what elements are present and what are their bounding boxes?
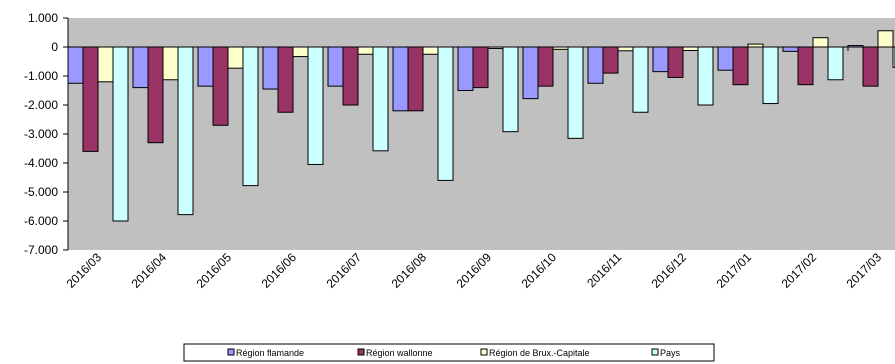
bar bbox=[292, 46, 309, 58]
bar bbox=[82, 46, 99, 152]
bar bbox=[632, 46, 649, 113]
y-axis-tick-label: 0 bbox=[51, 40, 58, 54]
y-axis-tick-labels: 1.000 0 -1.000 -2.000 -3.000 -4.000 -5.000 -6.0… bbox=[24, 11, 68, 257]
y-axis-tick-label: 1.000 bbox=[28, 11, 58, 25]
x-axis-tick-label: 2016/05 bbox=[194, 250, 235, 291]
bar bbox=[242, 46, 259, 187]
x-axis-tick-label: 2016/03 bbox=[64, 250, 105, 291]
bar bbox=[762, 46, 779, 105]
x-axis-tick-label: 2017/03 bbox=[844, 250, 885, 291]
bar bbox=[652, 46, 669, 73]
bar bbox=[537, 46, 554, 87]
bar bbox=[697, 46, 714, 106]
bar bbox=[112, 46, 129, 222]
bar bbox=[457, 46, 474, 91]
bar bbox=[342, 46, 359, 106]
bar bbox=[602, 46, 619, 74]
x-axis-tick-label: 2016/12 bbox=[649, 250, 690, 291]
bar bbox=[372, 46, 389, 152]
bar bbox=[327, 46, 344, 87]
legend-swatch bbox=[357, 348, 365, 356]
bar bbox=[862, 46, 879, 87]
bar bbox=[307, 46, 324, 165]
bar bbox=[277, 46, 294, 113]
y-axis-tick-label: -7.000 bbox=[24, 243, 58, 257]
bar bbox=[522, 46, 539, 100]
bar bbox=[502, 46, 519, 133]
y-axis-tick-label: -1.000 bbox=[24, 69, 58, 83]
plot-area bbox=[67, 18, 895, 250]
bar bbox=[132, 46, 149, 89]
bar bbox=[97, 46, 114, 83]
x-axis-tick-label: 2017/02 bbox=[779, 250, 820, 291]
legend: Région flamande Région wallonne Région de … bbox=[183, 343, 715, 362]
y-axis-tick-label: -4.000 bbox=[24, 156, 58, 170]
bar bbox=[782, 46, 799, 52]
bar bbox=[227, 46, 244, 69]
x-axis-tick-label: 2016/07 bbox=[324, 250, 365, 291]
y-axis-tick-label: -3.000 bbox=[24, 127, 58, 141]
bar bbox=[797, 46, 814, 86]
x-axis-tick-label: 2016/10 bbox=[519, 250, 560, 291]
bar bbox=[812, 37, 829, 48]
x-axis-tick-label: 2016/09 bbox=[454, 250, 495, 291]
legend-label: Région de Brux.-Capitale bbox=[489, 348, 590, 358]
bar bbox=[422, 46, 439, 55]
bar bbox=[147, 46, 164, 144]
bar bbox=[407, 46, 424, 112]
bar bbox=[162, 46, 179, 81]
bar bbox=[392, 46, 409, 112]
bar bbox=[667, 46, 684, 78]
bar bbox=[587, 46, 604, 84]
bar bbox=[827, 46, 844, 81]
y-axis-tick-label: -2.000 bbox=[24, 98, 58, 112]
bar bbox=[732, 46, 749, 86]
x-axis-tick-label: 2016/04 bbox=[129, 250, 170, 291]
y-axis-tick-label: -5.000 bbox=[24, 185, 58, 199]
bar bbox=[357, 46, 374, 55]
x-axis-tick-label: 2016/11 bbox=[584, 250, 624, 290]
bar bbox=[877, 30, 894, 48]
y-axis-tick-label: -6.000 bbox=[24, 214, 58, 228]
x-axis-tick-label: 2016/08 bbox=[389, 250, 430, 291]
bar bbox=[67, 46, 84, 84]
bar bbox=[197, 46, 214, 87]
bar bbox=[472, 46, 489, 89]
legend-label: Région wallonne bbox=[366, 348, 433, 358]
legend-swatch bbox=[227, 348, 235, 356]
legend-label: Région flamande bbox=[236, 348, 304, 358]
x-axis-tick-label: 2017/01 bbox=[714, 250, 755, 291]
bar bbox=[717, 46, 734, 71]
bar bbox=[617, 46, 634, 52]
x-axis-tick-label: 2016/06 bbox=[259, 250, 300, 291]
legend-swatch bbox=[651, 348, 659, 356]
bar bbox=[567, 46, 584, 139]
legend-swatch bbox=[480, 348, 488, 356]
bar bbox=[682, 46, 699, 51]
bar bbox=[212, 46, 229, 126]
bar bbox=[262, 46, 279, 90]
legend-box bbox=[183, 343, 715, 362]
legend-label: Pays bbox=[660, 348, 681, 358]
bar bbox=[177, 46, 194, 216]
bar bbox=[437, 46, 454, 181]
